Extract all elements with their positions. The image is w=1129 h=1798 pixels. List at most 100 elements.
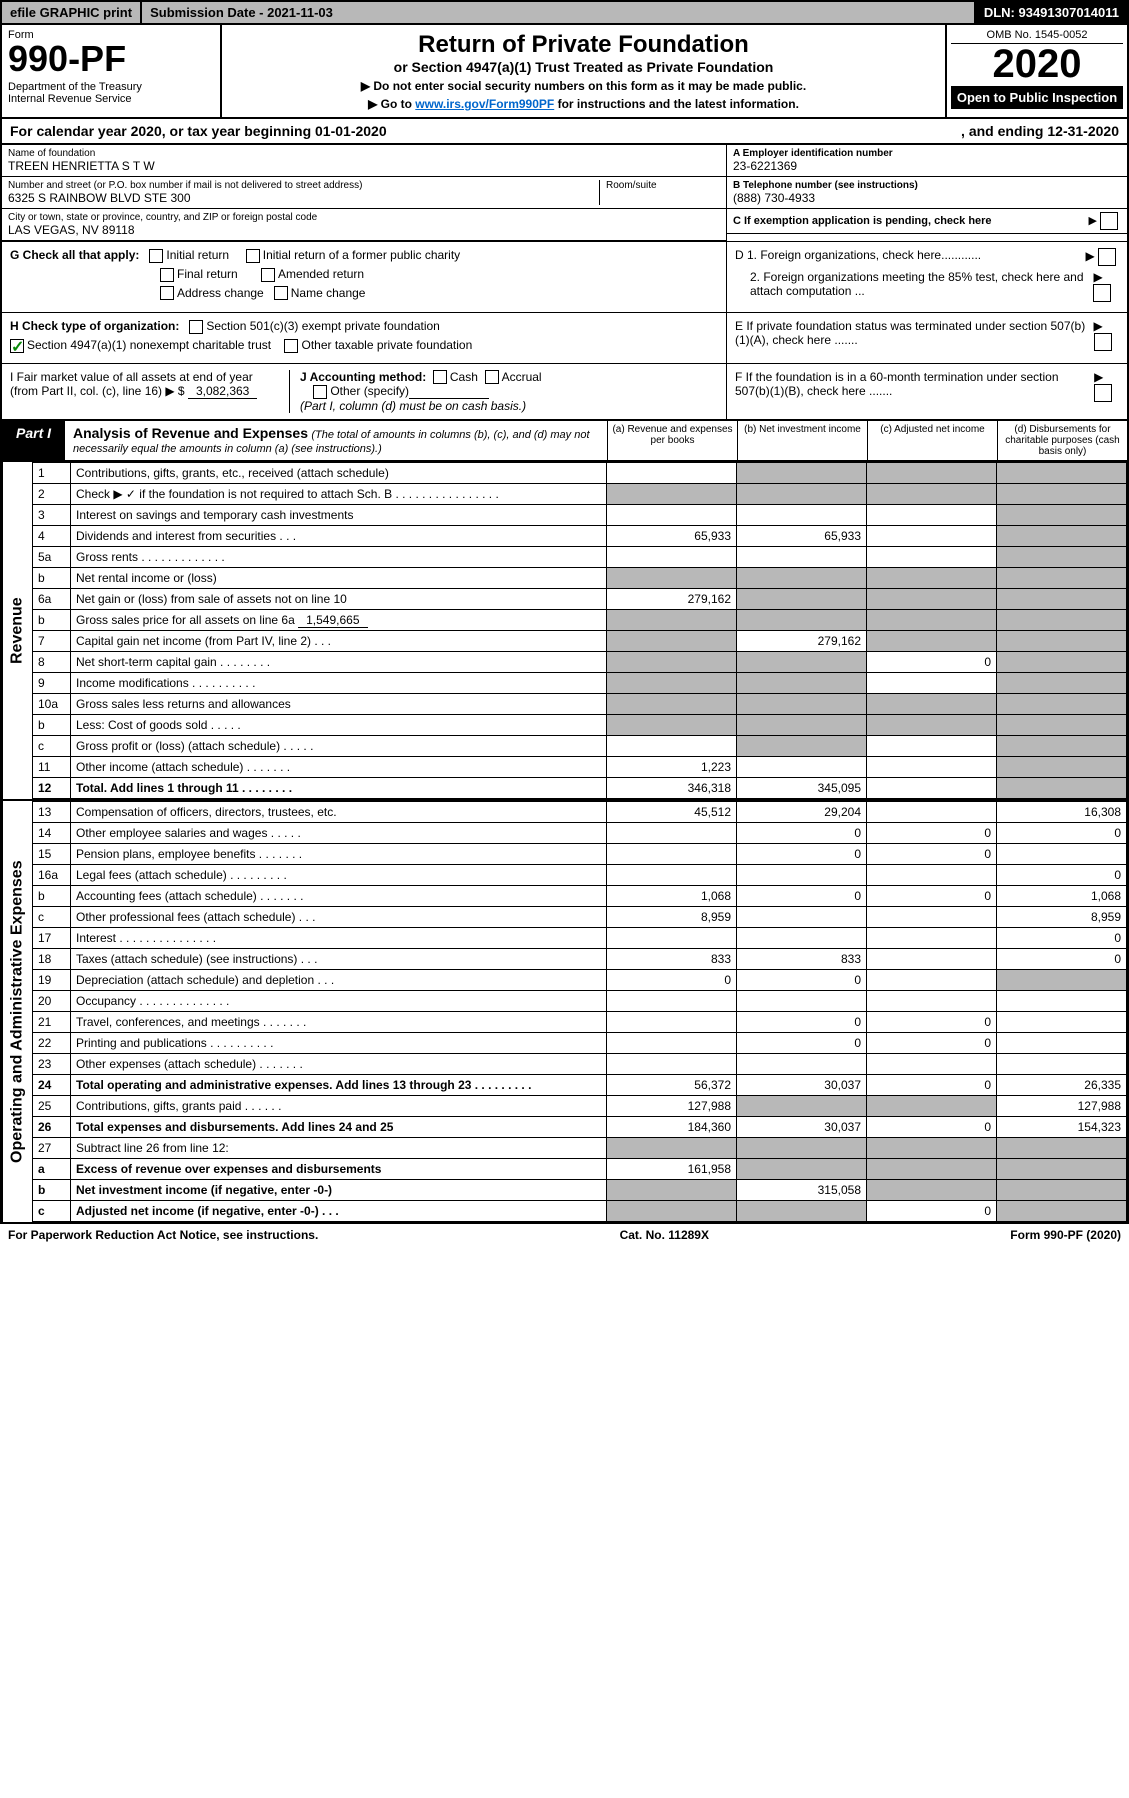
form-title-block: Return of Private Foundation or Section …	[222, 25, 947, 117]
row-3: 3Interest on savings and temporary cash …	[33, 505, 1127, 526]
efile-label: efile GRAPHIC print	[2, 2, 142, 23]
h-label: H Check type of organization:	[10, 319, 179, 333]
col-c-header: (c) Adjusted net income	[867, 421, 997, 460]
part1-title: Analysis of Revenue and Expenses	[73, 425, 308, 441]
f-label: F If the foundation is in a 60-month ter…	[735, 370, 1094, 402]
g-initial-former-cb[interactable]	[246, 249, 260, 263]
f-checkbox[interactable]	[1094, 384, 1112, 402]
row-14: 14Other employee salaries and wages . . …	[33, 823, 1127, 844]
calendar-year-row: For calendar year 2020, or tax year begi…	[0, 119, 1129, 145]
col-a-header: (a) Revenue and expenses per books	[607, 421, 737, 460]
i-value: 3,082,363	[188, 384, 257, 399]
revenue-table: 1Contributions, gifts, grants, etc., rec…	[32, 462, 1127, 799]
g-initial-cb[interactable]	[149, 249, 163, 263]
row-7: 7Capital gain net income (from Part IV, …	[33, 631, 1127, 652]
row-11: 11Other income (attach schedule) . . . .…	[33, 757, 1127, 778]
cal-start: For calendar year 2020, or tax year begi…	[10, 123, 961, 139]
j-accrual-cb[interactable]	[485, 370, 499, 384]
row-16c: cOther professional fees (attach schedul…	[33, 907, 1127, 928]
row-12: 12Total. Add lines 1 through 11 . . . . …	[33, 778, 1127, 799]
row-20: 20Occupancy . . . . . . . . . . . . . .	[33, 991, 1127, 1012]
d2-checkbox[interactable]	[1093, 284, 1111, 302]
row-16b: bAccounting fees (attach schedule) . . .…	[33, 886, 1127, 907]
row-25: 25Contributions, gifts, grants paid . . …	[33, 1096, 1127, 1117]
address-value: 6325 S RAINBOW BLVD STE 300	[8, 191, 599, 205]
c-label: C If exemption application is pending, c…	[733, 215, 992, 227]
row-8: 8Net short-term capital gain . . . . . .…	[33, 652, 1127, 673]
row-13: 13Compensation of officers, directors, t…	[33, 802, 1127, 823]
revenue-label: Revenue	[2, 462, 32, 799]
g-name-cb[interactable]	[274, 286, 288, 300]
e-label: E If private foundation status was termi…	[735, 319, 1094, 351]
tel-label: B Telephone number (see instructions)	[733, 180, 1121, 191]
form-note-2: ▶ Go to www.irs.gov/Form990PF for instru…	[232, 97, 935, 111]
row-17: 17Interest . . . . . . . . . . . . . . .…	[33, 928, 1127, 949]
col-d-header: (d) Disbursements for charitable purpose…	[997, 421, 1127, 460]
submission-date: Submission Date - 2021-11-03	[142, 2, 976, 23]
row-15: 15Pension plans, employee benefits . . .…	[33, 844, 1127, 865]
row-18: 18Taxes (attach schedule) (see instructi…	[33, 949, 1127, 970]
g-label: G Check all that apply:	[10, 248, 139, 262]
j-cash-cb[interactable]	[433, 370, 447, 384]
row-5a: 5aGross rents . . . . . . . . . . . . .	[33, 547, 1127, 568]
footer-right: Form 990-PF (2020)	[1010, 1228, 1121, 1242]
tax-year: 2020	[951, 44, 1123, 84]
form-number: 990-PF	[8, 41, 214, 77]
row-27c: cAdjusted net income (if negative, enter…	[33, 1201, 1127, 1222]
d1-checkbox[interactable]	[1098, 248, 1116, 266]
form-subtitle: or Section 4947(a)(1) Trust Treated as P…	[232, 59, 935, 75]
h-e-section: H Check type of organization: Section 50…	[0, 313, 1129, 364]
form-title: Return of Private Foundation	[232, 31, 935, 59]
row-23: 23Other expenses (attach schedule) . . .…	[33, 1054, 1127, 1075]
row-9: 9Income modifications . . . . . . . . . …	[33, 673, 1127, 694]
top-bar: efile GRAPHIC print Submission Date - 20…	[0, 0, 1129, 25]
g-final-cb[interactable]	[160, 268, 174, 282]
d1-label: D 1. Foreign organizations, check here..…	[735, 248, 981, 266]
row-6a: 6aNet gain or (loss) from sale of assets…	[33, 589, 1127, 610]
room-label: Room/suite	[606, 180, 720, 191]
row-5b: bNet rental income or (loss)	[33, 568, 1127, 589]
c-checkbox[interactable]	[1100, 212, 1118, 230]
irs-link[interactable]: www.irs.gov/Form990PF	[415, 97, 554, 111]
row-22: 22Printing and publications . . . . . . …	[33, 1033, 1127, 1054]
footer: For Paperwork Reduction Act Notice, see …	[0, 1224, 1129, 1246]
dln-label: DLN: 93491307014011	[976, 2, 1127, 23]
row-27a: aExcess of revenue over expenses and dis…	[33, 1159, 1127, 1180]
row-1: 1Contributions, gifts, grants, etc., rec…	[33, 463, 1127, 484]
year-block: OMB No. 1545-0052 2020 Open to Public In…	[947, 25, 1127, 117]
footer-mid: Cat. No. 11289X	[620, 1228, 709, 1242]
expenses-section: Operating and Administrative Expenses 13…	[0, 801, 1129, 1224]
revenue-section: Revenue 1Contributions, gifts, grants, e…	[0, 462, 1129, 801]
h-501-cb[interactable]	[189, 320, 203, 334]
ij-f-section: I Fair market value of all assets at end…	[0, 364, 1129, 422]
row-4: 4Dividends and interest from securities …	[33, 526, 1127, 547]
d2-label: 2. Foreign organizations meeting the 85%…	[735, 270, 1093, 302]
h-other-cb[interactable]	[284, 339, 298, 353]
open-public-label: Open to Public Inspection	[951, 86, 1123, 109]
row-16a: 16aLegal fees (attach schedule) . . . . …	[33, 865, 1127, 886]
g-amended-cb[interactable]	[261, 268, 275, 282]
e-checkbox[interactable]	[1094, 333, 1112, 351]
form-note-1: ▶ Do not enter social security numbers o…	[232, 79, 935, 93]
part1-label: Part I	[2, 421, 65, 460]
footer-left: For Paperwork Reduction Act Notice, see …	[8, 1228, 318, 1242]
cal-end: , and ending 12-31-2020	[961, 123, 1119, 139]
row-6b: bGross sales price for all assets on lin…	[33, 610, 1127, 631]
h-4947-cb[interactable]	[10, 339, 24, 353]
dept-label: Department of the Treasury Internal Reve…	[8, 81, 214, 105]
j-note: (Part I, column (d) must be on cash basi…	[300, 399, 526, 413]
row-26: 26Total expenses and disbursements. Add …	[33, 1117, 1127, 1138]
row-27: 27Subtract line 26 from line 12:	[33, 1138, 1127, 1159]
city-label: City or town, state or province, country…	[8, 212, 720, 223]
row-21: 21Travel, conferences, and meetings . . …	[33, 1012, 1127, 1033]
row-10c: cGross profit or (loss) (attach schedule…	[33, 736, 1127, 757]
row-27b: bNet investment income (if negative, ent…	[33, 1180, 1127, 1201]
row-10a: 10aGross sales less returns and allowanc…	[33, 694, 1127, 715]
j-other-cb[interactable]	[313, 385, 327, 399]
g-addr-cb[interactable]	[160, 286, 174, 300]
address-label: Number and street (or P.O. box number if…	[8, 180, 599, 191]
row-19: 19Depreciation (attach schedule) and dep…	[33, 970, 1127, 991]
form-header: Form 990-PF Department of the Treasury I…	[0, 25, 1129, 119]
info-section: Name of foundation TREEN HENRIETTA S T W…	[0, 145, 1129, 241]
expenses-table: 13Compensation of officers, directors, t…	[32, 801, 1127, 1222]
